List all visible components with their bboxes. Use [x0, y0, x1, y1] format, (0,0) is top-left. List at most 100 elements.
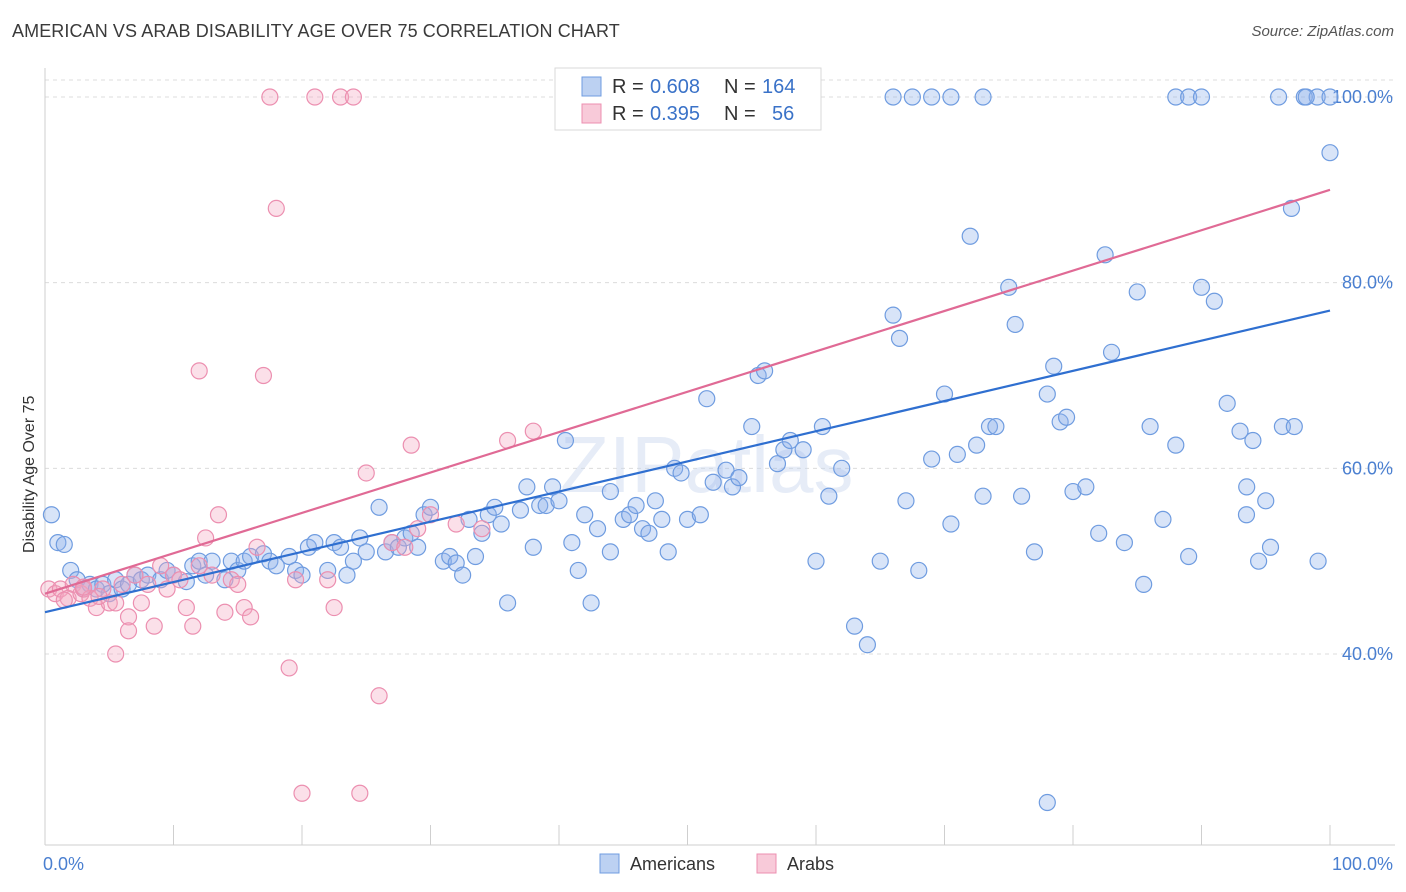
- arab-point: [319, 571, 337, 589]
- american-point: [524, 538, 542, 556]
- legend-swatch: [581, 103, 602, 124]
- arab-point: [524, 422, 542, 440]
- arab-point: [184, 617, 202, 635]
- arab-point: [383, 533, 401, 552]
- bottom-legend-label: Arabs: [787, 854, 834, 874]
- american-point: [974, 487, 992, 505]
- american-point: [563, 533, 581, 552]
- american-point: [1282, 199, 1301, 217]
- american-point: [743, 417, 761, 436]
- american-point: [910, 561, 928, 580]
- arab-point: [267, 199, 285, 217]
- arab-point: [177, 598, 195, 617]
- american-point: [601, 482, 620, 501]
- legend-r-value: 0.395: [650, 103, 700, 125]
- american-point: [1285, 417, 1303, 436]
- american-point: [1154, 510, 1172, 528]
- american-point: [807, 552, 825, 570]
- american-point: [1297, 88, 1315, 106]
- american-point: [968, 436, 986, 454]
- american-point: [203, 552, 221, 570]
- american-point: [1180, 88, 1198, 106]
- arab-point: [280, 659, 298, 677]
- y-tick-label: 80.0%: [1342, 273, 1393, 293]
- american-point: [890, 329, 909, 347]
- american-point: [1218, 394, 1236, 412]
- american-point: [1180, 547, 1198, 566]
- american-point: [49, 533, 67, 552]
- bottom-legend-swatch: [599, 853, 620, 874]
- american-point: [1244, 431, 1262, 450]
- american-point: [576, 506, 594, 524]
- arab-point: [113, 575, 131, 593]
- american-point: [698, 390, 716, 408]
- legend-r-value: 0.608: [650, 76, 700, 98]
- american-point: [1038, 385, 1056, 403]
- american-point: [531, 496, 549, 515]
- american-point: [454, 566, 472, 584]
- american-point: [1064, 482, 1082, 501]
- arab-point: [145, 617, 163, 635]
- legend-swatch: [581, 76, 602, 97]
- american-point: [62, 561, 80, 580]
- x-tick-label: 100.0%: [1332, 854, 1393, 874]
- arab-point: [107, 645, 125, 663]
- y-axis-label: Disability Age Over 75: [21, 395, 38, 553]
- american-point: [543, 478, 562, 496]
- american-point: [441, 547, 459, 566]
- arab-point: [190, 557, 208, 575]
- arab-point: [370, 687, 388, 705]
- american-point: [845, 617, 864, 635]
- american-point: [820, 487, 838, 505]
- american-point: [1141, 417, 1159, 436]
- american-point: [923, 88, 941, 106]
- american-point: [646, 492, 664, 510]
- x-tick-label: 0.0%: [43, 854, 84, 874]
- american-point: [357, 543, 375, 561]
- legend-n-value: 56: [772, 103, 794, 125]
- american-point: [518, 478, 536, 496]
- american-point: [190, 552, 208, 570]
- american-point: [1090, 524, 1108, 542]
- arab-point: [216, 603, 234, 621]
- american-point: [1321, 144, 1339, 162]
- legend-n-label: N =: [724, 103, 756, 125]
- american-point: [319, 561, 337, 580]
- american-point: [1102, 343, 1121, 361]
- arab-point: [331, 88, 350, 106]
- american-point: [473, 524, 491, 542]
- chart-title: AMERICAN VS ARAB DISABILITY AGE OVER 75 …: [12, 21, 620, 41]
- american-point: [1192, 88, 1211, 106]
- american-point: [1250, 552, 1268, 570]
- american-point: [344, 552, 362, 570]
- american-point: [640, 524, 658, 542]
- american-point: [942, 88, 960, 106]
- american-point: [678, 510, 697, 528]
- american-point: [499, 594, 517, 612]
- american-point: [1057, 408, 1076, 426]
- american-point: [376, 543, 395, 561]
- american-point: [537, 496, 555, 515]
- american-point: [409, 538, 427, 556]
- arab-point: [351, 784, 369, 802]
- arab-point: [190, 362, 208, 380]
- data-points: [40, 88, 1339, 812]
- american-point: [858, 636, 877, 654]
- y-tick-label: 100.0%: [1332, 87, 1393, 107]
- american-point: [1321, 88, 1339, 106]
- legend-r-label: R =: [612, 103, 644, 125]
- american-point: [569, 561, 587, 580]
- american-point: [1025, 543, 1044, 561]
- american-point: [338, 566, 356, 584]
- arab-point: [261, 88, 279, 106]
- arab-point: [229, 575, 247, 593]
- american-point: [1273, 417, 1292, 436]
- american-point: [775, 441, 793, 459]
- legend-n-label: N =: [724, 76, 756, 98]
- american-point: [813, 417, 832, 436]
- arab-point: [344, 88, 362, 106]
- american-point: [511, 501, 530, 519]
- american-point: [627, 496, 645, 515]
- american-point: [492, 515, 510, 533]
